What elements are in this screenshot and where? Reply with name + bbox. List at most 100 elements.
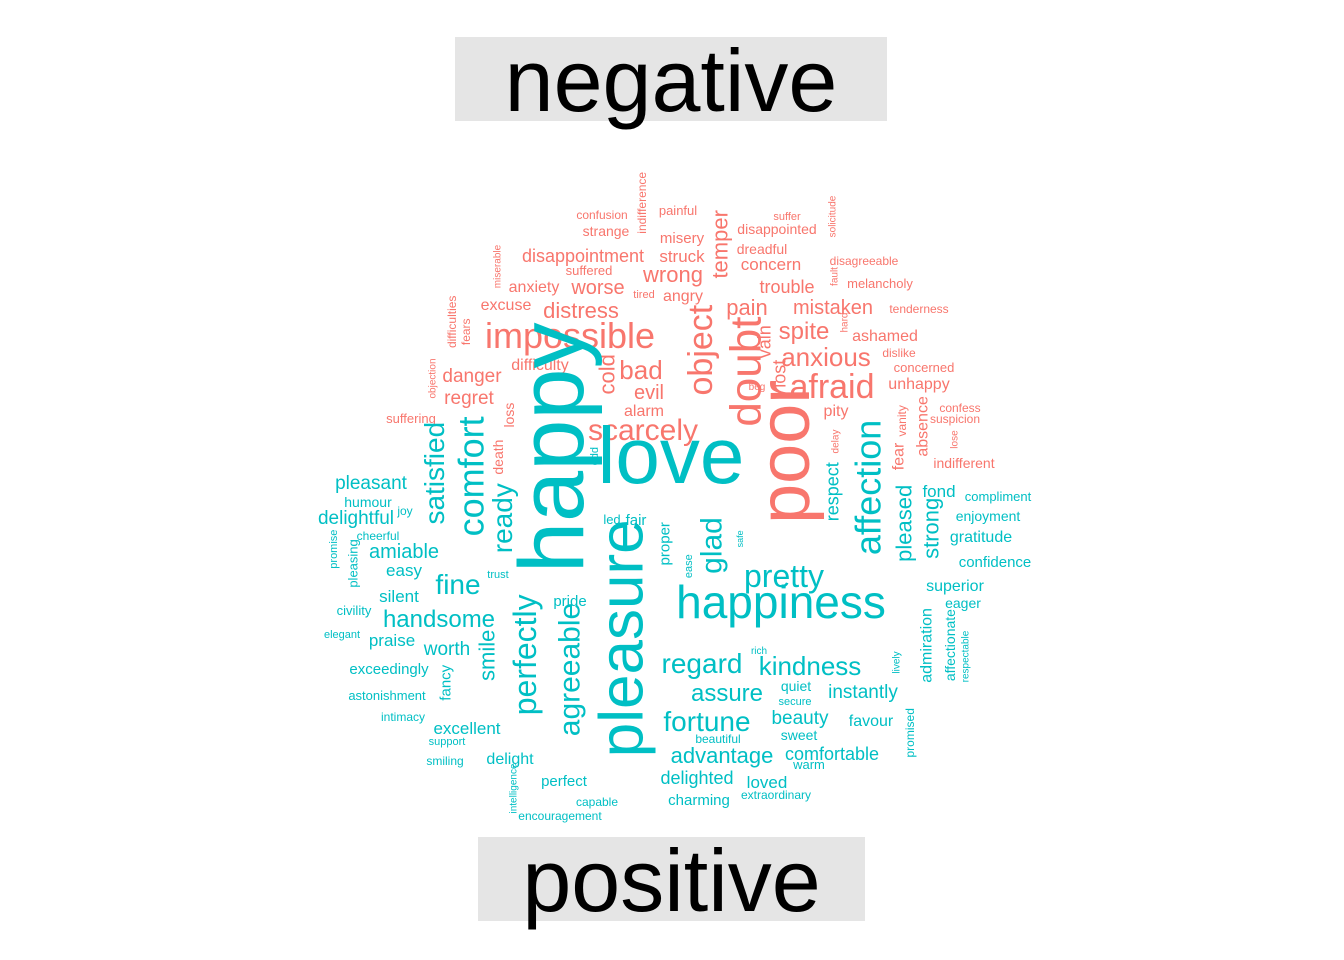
word-vanity: vanity xyxy=(895,405,909,436)
word-impossible: impossible xyxy=(485,315,655,356)
word-secure: secure xyxy=(778,696,811,708)
word-proper: proper xyxy=(656,522,673,565)
word-lose: lose xyxy=(950,430,961,449)
word-agreeable: agreeable xyxy=(554,603,587,736)
word-difficulty: difficulty xyxy=(511,357,569,374)
word-miserable: miserable xyxy=(493,244,504,288)
word-cold: cold xyxy=(595,354,620,394)
word-delight: delight xyxy=(486,751,534,768)
word-spite: spite xyxy=(779,318,830,345)
word-elegant: elegant xyxy=(324,629,360,641)
word-painful: painful xyxy=(659,203,697,218)
word-suspicion: suspicion xyxy=(930,412,980,426)
word-charming: charming xyxy=(668,792,730,809)
word-object: object xyxy=(682,304,720,395)
word-pleasure: pleasure xyxy=(588,519,657,757)
word-beg: beg xyxy=(749,382,766,393)
group-label-negative: negative xyxy=(455,37,887,125)
word-loss: loss xyxy=(501,403,517,428)
word-suffer: suffer xyxy=(773,211,801,223)
word-comfortable: comfortable xyxy=(785,744,879,764)
word-quiet: quiet xyxy=(781,678,811,694)
word-fears: fears xyxy=(459,318,473,345)
word-civility: civility xyxy=(337,603,372,618)
word-odd: odd xyxy=(589,447,601,465)
word-joy: joy xyxy=(396,504,412,518)
word-scarcely: scarcely xyxy=(588,414,698,447)
word-struck: struck xyxy=(659,247,705,266)
word-disappointed: disappointed xyxy=(737,221,816,237)
word-wrong: wrong xyxy=(642,262,703,287)
word-exceedingly: exceedingly xyxy=(349,661,429,678)
word-beautiful: beautiful xyxy=(695,732,740,746)
word-pain: pain xyxy=(726,295,768,320)
word-rich: rich xyxy=(751,646,767,657)
word-superior: superior xyxy=(926,578,984,595)
word-anxious: anxious xyxy=(781,342,871,372)
word-happiness: happiness xyxy=(676,576,886,628)
word-hard: hard xyxy=(840,312,851,332)
word-fancy: fancy xyxy=(437,664,454,700)
word-eager: eager xyxy=(945,595,981,611)
word-strong: strong xyxy=(919,498,944,559)
word-trust: trust xyxy=(487,569,508,581)
word-bad: bad xyxy=(619,355,662,385)
word-loved: loved xyxy=(747,773,788,792)
word-excellent: excellent xyxy=(433,719,500,738)
word-instantly: instantly xyxy=(828,682,898,703)
word-confidence: confidence xyxy=(959,554,1032,571)
word-lively: lively xyxy=(892,651,903,673)
word-pleasant: pleasant xyxy=(335,473,408,494)
word-tired: tired xyxy=(633,289,654,301)
word-comfort: comfort xyxy=(451,416,492,536)
word-delightful: delightful xyxy=(318,508,394,529)
word-ready: ready xyxy=(487,483,518,553)
word-pity: pity xyxy=(824,403,849,420)
word-absence: absence xyxy=(915,396,932,457)
word-respect: respect xyxy=(822,462,842,521)
word-compliment: compliment xyxy=(965,489,1032,504)
word-disagreeable: disagreeable xyxy=(830,254,899,268)
word-afraid: afraid xyxy=(789,368,874,406)
word-fear: fear xyxy=(891,442,908,470)
word-mistaken: mistaken xyxy=(793,297,873,319)
word-misery: misery xyxy=(660,230,705,247)
word-delay: delay xyxy=(831,430,842,454)
word-dreadful: dreadful xyxy=(737,241,788,257)
word-vain: vain xyxy=(754,325,774,358)
word-advantage: advantage xyxy=(671,743,774,768)
word-temper: temper xyxy=(708,210,733,278)
word-perfectly: perfectly xyxy=(507,594,543,715)
word-confess: confess xyxy=(939,401,980,415)
word-gratitude: gratitude xyxy=(950,529,1012,546)
word-fair: fair xyxy=(626,512,647,529)
word-smile: smile xyxy=(475,630,500,681)
word-warm: warm xyxy=(792,757,825,772)
word-smiling: smiling xyxy=(426,754,463,768)
word-fond: fond xyxy=(922,482,955,501)
word-intelligence: intelligence xyxy=(509,763,520,813)
word-promised: promised xyxy=(903,708,917,757)
word-anxiety: anxiety xyxy=(509,279,560,296)
word-distress: distress xyxy=(543,298,619,323)
word-affectionate: affectionate xyxy=(942,609,958,681)
word-death: death xyxy=(490,440,506,475)
word-satisfied: satisfied xyxy=(419,422,450,525)
word-trouble: trouble xyxy=(759,277,814,297)
word-danger: danger xyxy=(442,366,502,387)
word-pleased: pleased xyxy=(892,485,917,562)
word-pride: pride xyxy=(553,593,586,610)
word-sweet: sweet xyxy=(781,727,818,743)
word-beauty: beauty xyxy=(771,708,829,729)
word-objection: objection xyxy=(428,358,439,398)
word-easy: easy xyxy=(386,561,422,580)
word-love: love xyxy=(598,411,745,500)
word-indifferent: indifferent xyxy=(933,455,994,471)
word-led: led xyxy=(603,512,620,527)
group-label-positive: positive xyxy=(478,837,865,925)
word-assure: assure xyxy=(691,680,763,707)
word-humour: humour xyxy=(344,494,392,510)
word-poor: poor xyxy=(745,380,825,524)
word-cheerful: cheerful xyxy=(357,529,400,543)
word-excuse: excuse xyxy=(481,297,532,314)
